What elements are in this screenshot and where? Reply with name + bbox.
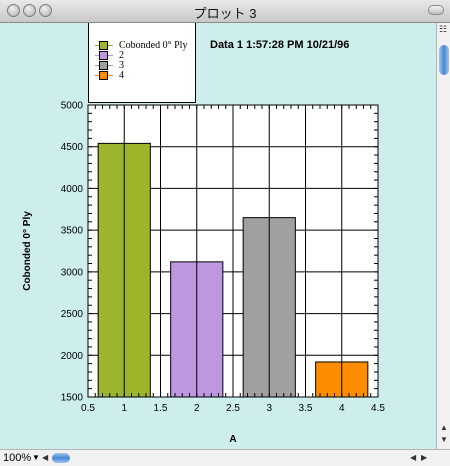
x-tick-label: 4 — [339, 403, 345, 414]
vertical-scrollbar[interactable]: ☷ ▲ ▼ — [436, 23, 450, 449]
y-tick-label: 3500 — [61, 226, 84, 237]
legend-label: 2 — [119, 50, 124, 61]
y-tick-label: 1500 — [61, 393, 84, 404]
y-tick-label: 5000 — [61, 101, 84, 112]
legend-label: 4 — [119, 70, 124, 81]
toolbar-toggle-icon[interactable] — [428, 5, 444, 15]
x-tick-label: 1.5 — [154, 403, 168, 414]
y-tick-labels: 1500 2000 2500 3000 3500 4000 4500 5000 — [61, 101, 84, 404]
y-tick-label: 2500 — [61, 309, 84, 320]
y-tick-label: 4500 — [61, 142, 84, 153]
y-tick-label: 2000 — [61, 351, 84, 362]
data-timestamp: Data 1 1:57:28 PM 10/21/96 — [210, 39, 350, 51]
y-tick-label: 4000 — [61, 184, 84, 195]
legend-swatch — [99, 41, 108, 50]
zoom-icon[interactable] — [39, 4, 52, 17]
x-tick-label: 3 — [266, 403, 272, 414]
splitter-icon[interactable]: ☷ — [439, 24, 448, 34]
x-tick-label: 2 — [194, 403, 200, 414]
x-tick-label: 1 — [121, 403, 127, 414]
legend-label: 3 — [119, 60, 124, 71]
legend-swatch — [99, 61, 108, 70]
arrow-left-icon[interactable]: ◀ — [410, 453, 417, 462]
x-axis-label: A — [229, 434, 236, 445]
arrow-down-icon[interactable]: ▼ — [440, 435, 448, 444]
minimize-icon[interactable] — [23, 4, 36, 17]
x-tick-label: 0.5 — [81, 403, 95, 414]
x-tick-label: 4.5 — [371, 403, 385, 414]
y-axis-label: Cobonded 0° Ply — [22, 211, 33, 291]
ticks — [87, 104, 379, 398]
horizontal-scroll-thumb[interactable] — [52, 453, 70, 463]
arrow-left-icon[interactable]: ◀ — [42, 453, 49, 462]
legend[interactable]: Cobonded 0° Ply 2 3 4 — [88, 23, 196, 103]
close-icon[interactable] — [7, 4, 20, 17]
x-tick-label: 2.5 — [226, 403, 240, 414]
legend-label: Cobonded 0° Ply — [119, 40, 188, 51]
window-titlebar[interactable]: プロット 3 — [0, 0, 450, 23]
vertical-scroll-thumb[interactable] — [439, 45, 449, 75]
legend-swatch — [99, 71, 108, 80]
x-tick-labels: 0.5 1 1.5 2 2.5 3 3.5 4 4.5 — [81, 403, 385, 414]
horizontal-scrollbar[interactable]: 100% ▼ ◀ ◀ ▶ — [0, 449, 450, 466]
arrow-up-icon[interactable]: ▲ — [440, 423, 448, 432]
zoom-dropdown-icon[interactable]: ▼ — [32, 453, 40, 462]
bar-chart: 0.5 1 1.5 2 2.5 3 3.5 4 4.5 1500 2000 2500 3000 3500… — [22, 101, 385, 446]
zoom-level[interactable]: 100% — [3, 452, 32, 464]
arrow-right-icon[interactable]: ▶ — [421, 453, 428, 462]
x-tick-label: 3.5 — [299, 403, 313, 414]
plot-canvas: Cobonded 0° Ply 2 3 4 Data 1 1:57:28 PM … — [0, 23, 436, 449]
y-tick-label: 3000 — [61, 267, 84, 278]
legend-swatch — [99, 51, 108, 60]
window-title: プロット 3 — [193, 6, 257, 21]
